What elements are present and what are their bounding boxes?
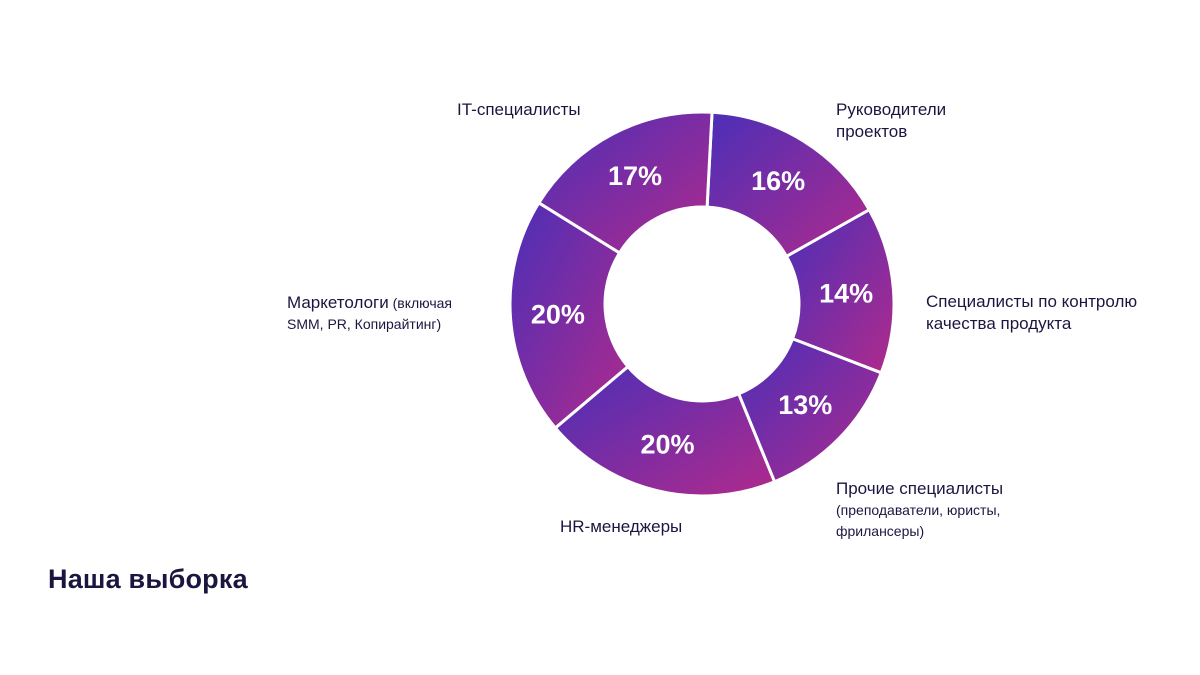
label-marketing: Маркетологи (включая SMM, PR, Копирайтин… (287, 292, 452, 335)
label-pm-line2: проектов (836, 122, 908, 141)
label-other-line3: фрилансеры) (836, 523, 925, 539)
label-qa: Специалисты по контролю качества продукт… (926, 291, 1137, 335)
label-hr: HR-менеджеры (560, 516, 682, 538)
label-qa-line1: Специалисты по контролю (926, 292, 1138, 311)
percent-labels: 16% 14% 13% 20% 20% 17% (531, 161, 873, 459)
percent-label-4: 20% (531, 300, 585, 330)
label-other-line2: (преподаватели, юристы, (836, 502, 1001, 518)
label-project-managers: Руководители проектов (836, 99, 946, 143)
label-mkt-line2: SMM, PR, Копирайтинг) (287, 316, 442, 332)
slice-3 (553, 364, 777, 498)
page-title: Наша выборка (48, 564, 248, 594)
label-qa-line2: качества продукта (926, 314, 1072, 333)
percent-label-5: 17% (608, 161, 662, 191)
percent-label-3: 20% (641, 429, 695, 459)
label-other: Прочие специалисты (преподаватели, юрист… (836, 478, 1003, 542)
percent-label-2: 13% (778, 390, 832, 420)
label-mkt-rest: (включая (388, 295, 453, 311)
slice-5 (536, 110, 714, 255)
label-other-line1: Прочие специалисты (836, 479, 1004, 498)
label-it: IT-специалисты (457, 99, 581, 121)
label-hr-text: HR-менеджеры (560, 517, 683, 536)
slice-4 (508, 200, 631, 431)
percent-label-0: 16% (751, 166, 805, 196)
label-pm-line1: Руководители (836, 100, 947, 119)
slices (508, 110, 896, 498)
slice-0 (705, 110, 872, 259)
label-mkt-main: Маркетологи (287, 293, 389, 312)
label-it-text: IT-специалисты (457, 100, 581, 119)
percent-label-1: 14% (819, 278, 873, 308)
